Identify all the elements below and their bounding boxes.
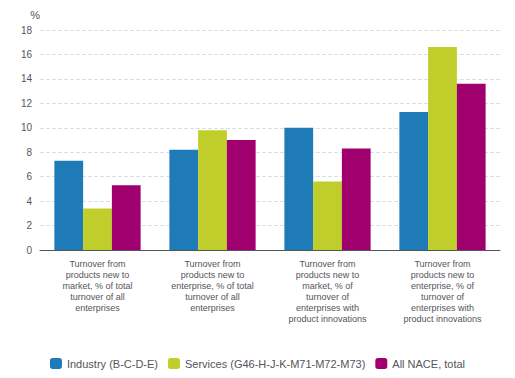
svg-text:products new to: products new to bbox=[411, 270, 475, 280]
svg-text:18: 18 bbox=[21, 25, 33, 36]
svg-text:12: 12 bbox=[21, 98, 33, 109]
svg-text:Services (G46-H-J-K-M71-M72-M7: Services (G46-H-J-K-M71-M72-M73) bbox=[185, 358, 365, 370]
svg-text:4: 4 bbox=[26, 196, 32, 207]
svg-text:Turnover from: Turnover from bbox=[69, 259, 125, 269]
svg-text:enterprises with: enterprises with bbox=[296, 303, 359, 313]
svg-text:enterprises with: enterprises with bbox=[411, 303, 474, 313]
svg-text:products new to: products new to bbox=[66, 270, 130, 280]
svg-text:turnover of: turnover of bbox=[306, 292, 350, 302]
svg-text:turnover of all: turnover of all bbox=[185, 292, 240, 302]
svg-text:14: 14 bbox=[21, 73, 33, 84]
svg-text:product innovations: product innovations bbox=[403, 314, 482, 324]
svg-text:market, % of total: market, % of total bbox=[62, 281, 132, 291]
svg-text:8: 8 bbox=[26, 147, 32, 158]
svg-text:turnover of: turnover of bbox=[421, 292, 465, 302]
svg-text:6: 6 bbox=[26, 171, 32, 182]
svg-text:enterprise, % of total: enterprise, % of total bbox=[171, 281, 254, 291]
svg-text:turnover of all: turnover of all bbox=[70, 292, 125, 302]
svg-text:16: 16 bbox=[21, 49, 33, 60]
svg-text:10: 10 bbox=[21, 122, 33, 133]
svg-text:Turnover from: Turnover from bbox=[184, 259, 240, 269]
svg-text:products new to: products new to bbox=[296, 270, 360, 280]
svg-text:0: 0 bbox=[26, 245, 32, 256]
svg-text:All NACE, total: All NACE, total bbox=[392, 358, 465, 370]
svg-text:enterprise, % of: enterprise, % of bbox=[411, 281, 475, 291]
svg-text:product innovations: product innovations bbox=[288, 314, 367, 324]
svg-text:Industry (B-C-D-E): Industry (B-C-D-E) bbox=[67, 358, 158, 370]
svg-text:enterprises: enterprises bbox=[190, 303, 235, 313]
svg-text:Turnover from: Turnover from bbox=[299, 259, 355, 269]
svg-text:2: 2 bbox=[26, 220, 32, 231]
svg-text:Turnover from: Turnover from bbox=[414, 259, 470, 269]
svg-text:enterprises: enterprises bbox=[75, 303, 120, 313]
svg-text:products new to: products new to bbox=[181, 270, 245, 280]
svg-text:market, % of: market, % of bbox=[302, 281, 353, 291]
svg-text:%: % bbox=[30, 9, 40, 21]
